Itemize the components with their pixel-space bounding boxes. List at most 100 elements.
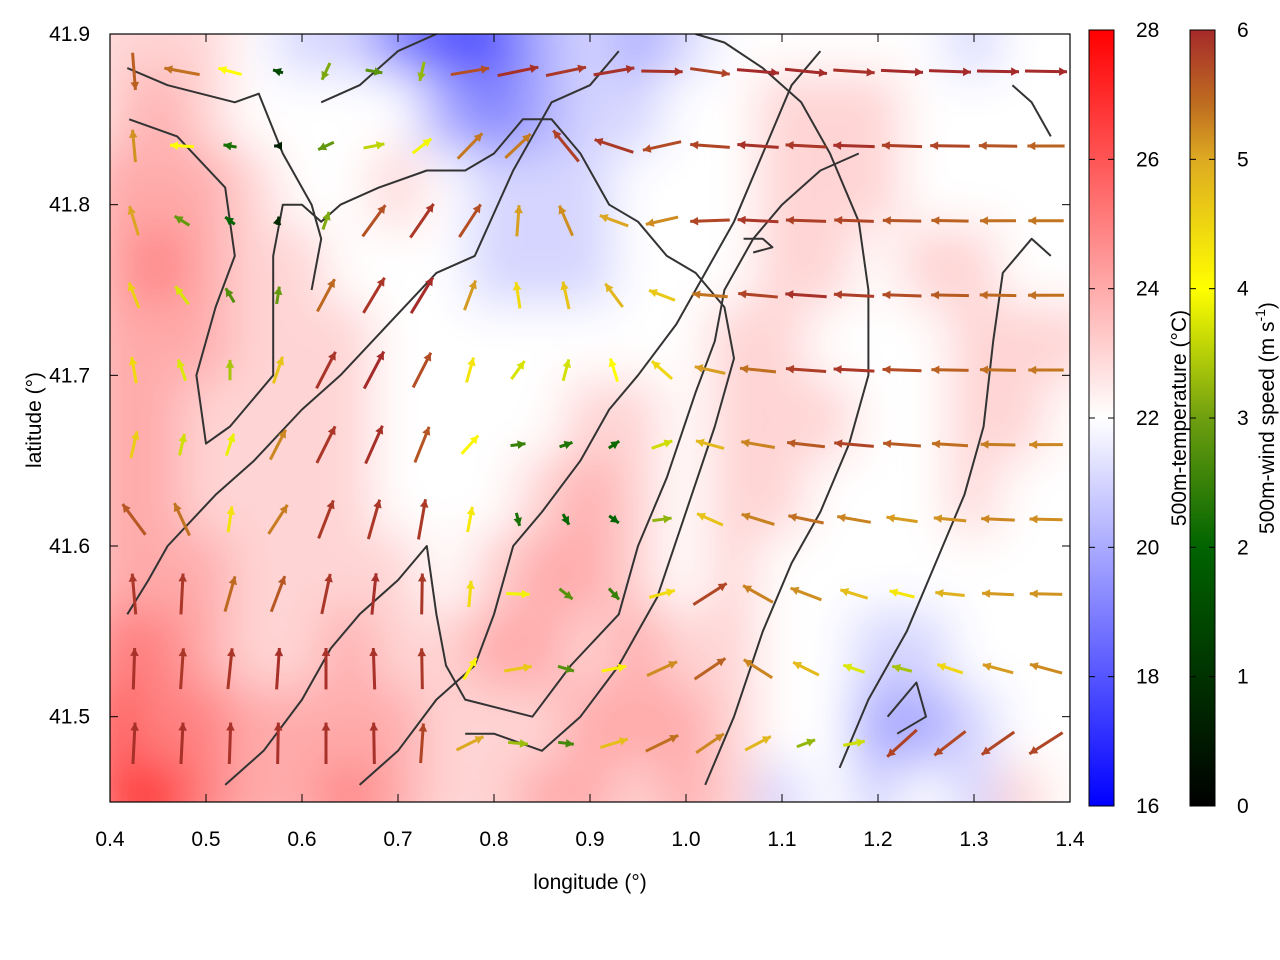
wind-arrow bbox=[560, 281, 571, 310]
wind-arrow bbox=[218, 66, 242, 77]
temperature-cell bbox=[229, 71, 279, 151]
wind-arrow bbox=[785, 141, 827, 150]
wind-arrow bbox=[792, 660, 820, 677]
wind-arrow bbox=[460, 434, 480, 455]
temperature-cell bbox=[421, 301, 471, 381]
x-tick-label: 0.5 bbox=[191, 828, 220, 851]
temperature-cell bbox=[277, 378, 327, 458]
wind-arrow bbox=[411, 137, 433, 155]
temperature-cell bbox=[373, 685, 423, 765]
wind-arrow bbox=[317, 140, 335, 151]
temperature-cell bbox=[709, 762, 759, 802]
temperature-cell bbox=[277, 301, 327, 381]
temperature-cell bbox=[805, 455, 855, 535]
wind-arrow bbox=[936, 662, 964, 675]
wind-arrow bbox=[982, 662, 1014, 675]
temperature-cell bbox=[1045, 148, 1070, 227]
wind-arrow bbox=[833, 141, 875, 150]
wind-arrow bbox=[648, 588, 676, 599]
wind-arrow bbox=[886, 728, 918, 758]
temperature-cell bbox=[469, 685, 519, 765]
wind-arrow bbox=[696, 512, 724, 527]
temperature-cell bbox=[901, 685, 951, 765]
wind-arrow bbox=[978, 141, 1018, 151]
wind-arrow bbox=[981, 514, 1015, 524]
temperature-cell bbox=[421, 685, 471, 765]
temperature-cell bbox=[229, 609, 279, 688]
temperature-cell bbox=[853, 455, 903, 535]
wind-arrow bbox=[935, 588, 965, 598]
contour-line bbox=[1011, 84, 1052, 137]
temperature-cell bbox=[997, 762, 1047, 802]
temperature-cell bbox=[949, 532, 999, 611]
x-tick-label: 1.2 bbox=[863, 828, 892, 851]
temperature-cell bbox=[421, 148, 471, 227]
temperature-cell bbox=[1045, 609, 1070, 688]
colorbar-tick-label: 26 bbox=[1136, 148, 1159, 171]
temperature-cell bbox=[517, 685, 567, 765]
temperature-cell bbox=[853, 609, 903, 688]
y-tick-label: 41.5 bbox=[49, 706, 90, 729]
temperature-cell bbox=[469, 609, 519, 688]
temperature-cell bbox=[757, 685, 807, 765]
wind-arrow bbox=[417, 61, 426, 82]
wind-arrow bbox=[225, 359, 235, 381]
wind-arrow bbox=[784, 67, 828, 77]
wind-arrow bbox=[645, 215, 679, 227]
temperature-cell bbox=[277, 71, 327, 151]
wind-arrow bbox=[980, 440, 1016, 449]
wind-arrow bbox=[129, 430, 140, 459]
contour-line bbox=[886, 681, 927, 735]
temperature-cell bbox=[949, 225, 999, 304]
temperature-cell bbox=[133, 301, 183, 381]
wind-arrow bbox=[178, 433, 187, 456]
wind-arrow bbox=[128, 129, 138, 163]
temperature-cell bbox=[613, 148, 663, 227]
wind-arrow bbox=[458, 203, 482, 238]
wind-arrow bbox=[742, 584, 774, 604]
temperature-cell bbox=[421, 378, 471, 458]
wind-arrow bbox=[1028, 365, 1064, 375]
wind-arrow bbox=[694, 364, 726, 375]
temperature-cell bbox=[110, 532, 135, 611]
temperature-cell bbox=[661, 609, 711, 688]
temperature-cell bbox=[1045, 71, 1070, 151]
temperature-cell bbox=[1045, 762, 1070, 802]
temperature-cell bbox=[709, 685, 759, 765]
temperature-cell bbox=[805, 71, 855, 151]
wind-arrow bbox=[409, 202, 435, 239]
wind-arrow bbox=[1028, 731, 1064, 756]
temperature-cell bbox=[805, 685, 855, 765]
temperature-cell bbox=[277, 532, 327, 611]
x-tick-label: 1.0 bbox=[671, 828, 700, 851]
wind-arrow bbox=[930, 141, 970, 151]
wind-arrow bbox=[178, 573, 187, 615]
wind-arrow bbox=[737, 215, 779, 225]
temperature-cell bbox=[661, 71, 711, 151]
temperature-cell bbox=[325, 532, 375, 611]
wind-arrow bbox=[1029, 514, 1063, 524]
wind-label-exponent: -1 bbox=[1252, 309, 1268, 322]
wind-arrow bbox=[417, 499, 429, 540]
colorbar-tick-label: 2 bbox=[1237, 536, 1249, 559]
wind-arrow bbox=[695, 438, 725, 450]
wind-arrow bbox=[690, 216, 730, 226]
temperature-cell bbox=[997, 71, 1047, 151]
temperature-field bbox=[110, 34, 1070, 802]
colorbar-tick-label: 20 bbox=[1136, 536, 1159, 559]
wind-arrow bbox=[1027, 141, 1065, 151]
wind-arrow bbox=[833, 67, 875, 77]
temperature-cell bbox=[661, 148, 711, 227]
colorbar-tick-label: 18 bbox=[1136, 666, 1159, 689]
temperature-cell bbox=[181, 148, 231, 227]
temperature-cell bbox=[421, 34, 471, 74]
temperature-cell bbox=[901, 225, 951, 304]
wind-arrow bbox=[1029, 589, 1063, 599]
temperature-cell bbox=[709, 148, 759, 227]
wind-arrow bbox=[272, 356, 285, 384]
temperature-cell bbox=[517, 225, 567, 304]
wind-arrow bbox=[836, 513, 872, 524]
y-tick-label: 41.9 bbox=[49, 23, 90, 46]
contour-lines bbox=[126, 34, 1052, 786]
